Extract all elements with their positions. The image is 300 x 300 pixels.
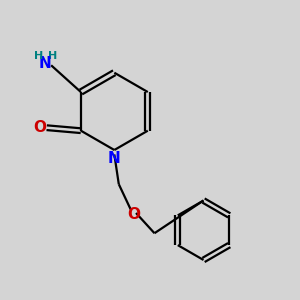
Text: N: N [38, 56, 51, 71]
Text: O: O [127, 207, 140, 222]
Text: H: H [34, 51, 43, 62]
Text: N: N [108, 151, 121, 166]
Text: H: H [48, 51, 57, 62]
Text: O: O [33, 120, 46, 135]
